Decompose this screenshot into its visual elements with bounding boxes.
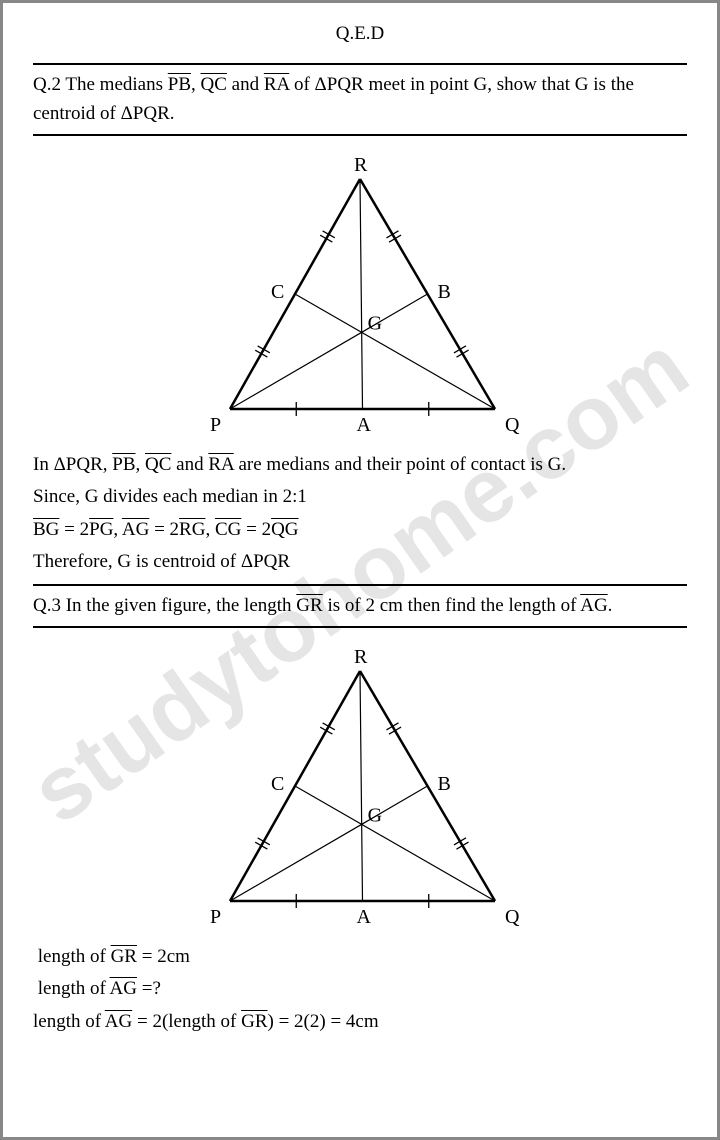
seg-ag: AG: [110, 978, 137, 999]
svg-text:G: G: [368, 804, 382, 826]
svg-text:A: A: [357, 414, 372, 436]
seg-bg: BG: [33, 519, 59, 540]
seg-ra: RA: [264, 74, 289, 95]
seg-ag: AG: [105, 1011, 132, 1032]
svg-text:R: R: [354, 646, 368, 668]
seg-qg: QG: [271, 519, 298, 540]
divider: [33, 626, 687, 628]
text: ,: [191, 74, 201, 95]
svg-text:Q: Q: [505, 906, 520, 928]
divider: [33, 134, 687, 136]
svg-text:C: C: [271, 281, 284, 303]
seg-ag: AG: [580, 595, 607, 616]
svg-text:R: R: [354, 154, 368, 176]
seg-cg: CG: [215, 519, 241, 540]
text: is of 2 cm then find the length of: [323, 595, 581, 616]
text: are medians and their point of contact i…: [234, 454, 566, 475]
svg-text:A: A: [357, 906, 372, 928]
text: length of: [38, 946, 111, 967]
text: ,: [205, 519, 215, 540]
svg-text:B: B: [438, 281, 451, 303]
text: ) = 2(2) = 4cm: [268, 1011, 379, 1032]
q2-solution: In ΔPQR, PB, QC and RA are medians and t…: [33, 450, 687, 578]
svg-text:P: P: [210, 414, 221, 436]
text: = 2: [59, 519, 89, 540]
text: = 2cm: [137, 946, 190, 967]
text: = 2: [241, 519, 271, 540]
svg-text:P: P: [210, 906, 221, 928]
text: Q.3 In the given figure, the length: [33, 595, 296, 616]
seg-pg: PG: [89, 519, 113, 540]
text: = 2(length of: [132, 1011, 241, 1032]
q3-figure: R P Q A B C G: [33, 636, 687, 936]
text: = 2: [149, 519, 179, 540]
svg-text:B: B: [438, 773, 451, 795]
seg-rg: RG: [179, 519, 205, 540]
seg-qc: QC: [145, 454, 171, 475]
text: length of: [33, 1011, 105, 1032]
text: ,: [136, 454, 146, 475]
text: Therefore, G is centroid of ΔPQR: [33, 547, 687, 577]
divider: [33, 584, 687, 586]
svg-text:G: G: [368, 312, 382, 334]
seg-gr: GR: [296, 595, 322, 616]
q2-prompt: Q.2 The medians PB, QC and RA of ΔPQR me…: [33, 71, 687, 128]
triangle-diagram: R P Q A B C G: [160, 144, 560, 444]
seg-pb: PB: [112, 454, 135, 475]
triangle-diagram: R P Q A B C G: [160, 636, 560, 936]
svg-text:C: C: [271, 773, 284, 795]
q2-figure: R P Q A B C G: [33, 144, 687, 444]
text: .: [608, 595, 613, 616]
text: ,: [113, 519, 121, 540]
divider: [33, 63, 687, 65]
text: length of: [38, 978, 110, 999]
text: and: [171, 454, 208, 475]
seg-gr: GR: [111, 946, 137, 967]
text: Since, G divides each median in 2:1: [33, 482, 687, 512]
seg-ag: AG: [122, 519, 149, 540]
q3-prompt: Q.3 In the given figure, the length GR i…: [33, 592, 687, 621]
seg-qc: QC: [201, 74, 227, 95]
seg-gr: GR: [241, 1011, 267, 1032]
text: Q.2 The medians: [33, 74, 168, 95]
qed-header: Q.E.D: [33, 23, 687, 45]
text: and: [227, 74, 264, 95]
q3-solution: length of GR = 2cm length of AG =? lengt…: [33, 942, 687, 1037]
svg-text:Q: Q: [505, 414, 520, 436]
seg-ra: RA: [208, 454, 233, 475]
text: =?: [137, 978, 161, 999]
text: In ΔPQR,: [33, 454, 112, 475]
seg-pb: PB: [168, 74, 191, 95]
